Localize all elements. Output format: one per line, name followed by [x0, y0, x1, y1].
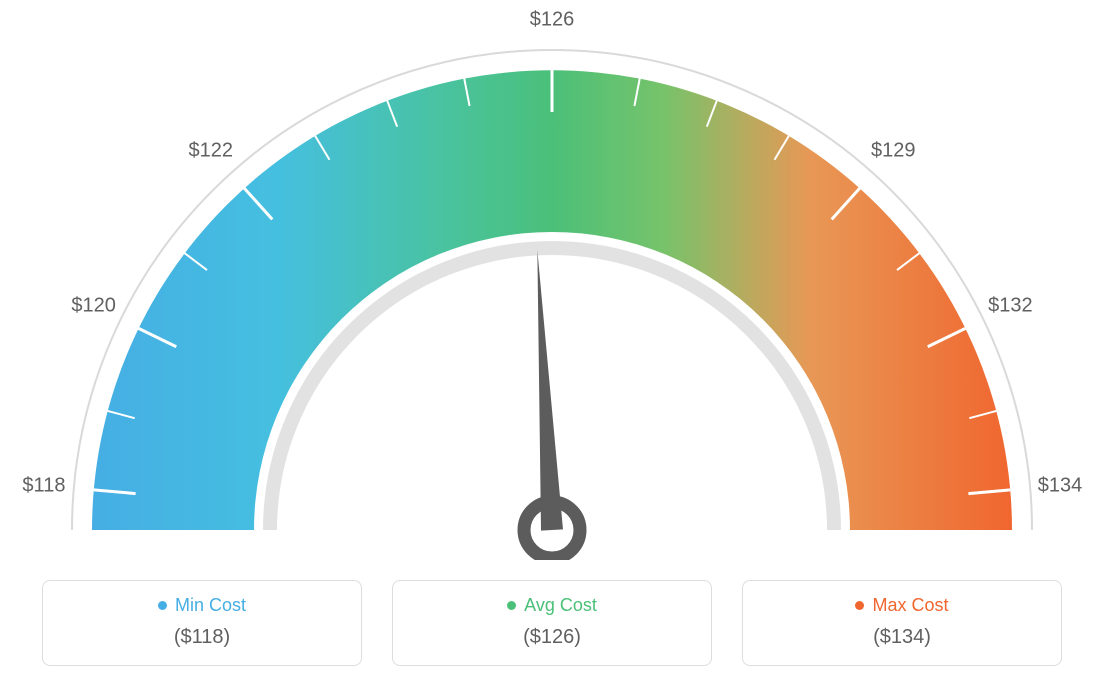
gauge-tick-label: $118: [22, 474, 65, 497]
gauge-tick-label: $129: [871, 139, 916, 162]
legend-value-avg: ($126): [403, 626, 701, 649]
gauge-chart: $118 $120 $122 $126 $129 $132 $134: [0, 0, 1104, 560]
gauge-tick-label: $132: [988, 295, 1033, 318]
legend-label-max: Max Cost: [872, 595, 948, 616]
legend-row: Min Cost ($118) Avg Cost ($126) Max Cost…: [0, 580, 1104, 666]
legend-value-min: ($118): [53, 626, 351, 649]
gauge-tick-label: $134: [1038, 474, 1083, 497]
legend-card-avg: Avg Cost ($126): [392, 580, 712, 666]
legend-dot-avg: [507, 601, 516, 610]
legend-card-max: Max Cost ($134): [742, 580, 1062, 666]
legend-dot-min: [158, 601, 167, 610]
legend-value-max: ($134): [753, 626, 1051, 649]
legend-title-max: Max Cost: [855, 595, 948, 616]
legend-card-min: Min Cost ($118): [42, 580, 362, 666]
gauge-tick-label: $120: [71, 295, 116, 318]
gauge-tick-label: $126: [530, 9, 575, 32]
legend-title-min: Min Cost: [158, 595, 246, 616]
legend-label-avg: Avg Cost: [524, 595, 597, 616]
gauge-svg: [0, 0, 1104, 560]
legend-title-avg: Avg Cost: [507, 595, 597, 616]
gauge-tick-label: $122: [188, 139, 233, 162]
legend-label-min: Min Cost: [175, 595, 246, 616]
legend-dot-max: [855, 601, 864, 610]
